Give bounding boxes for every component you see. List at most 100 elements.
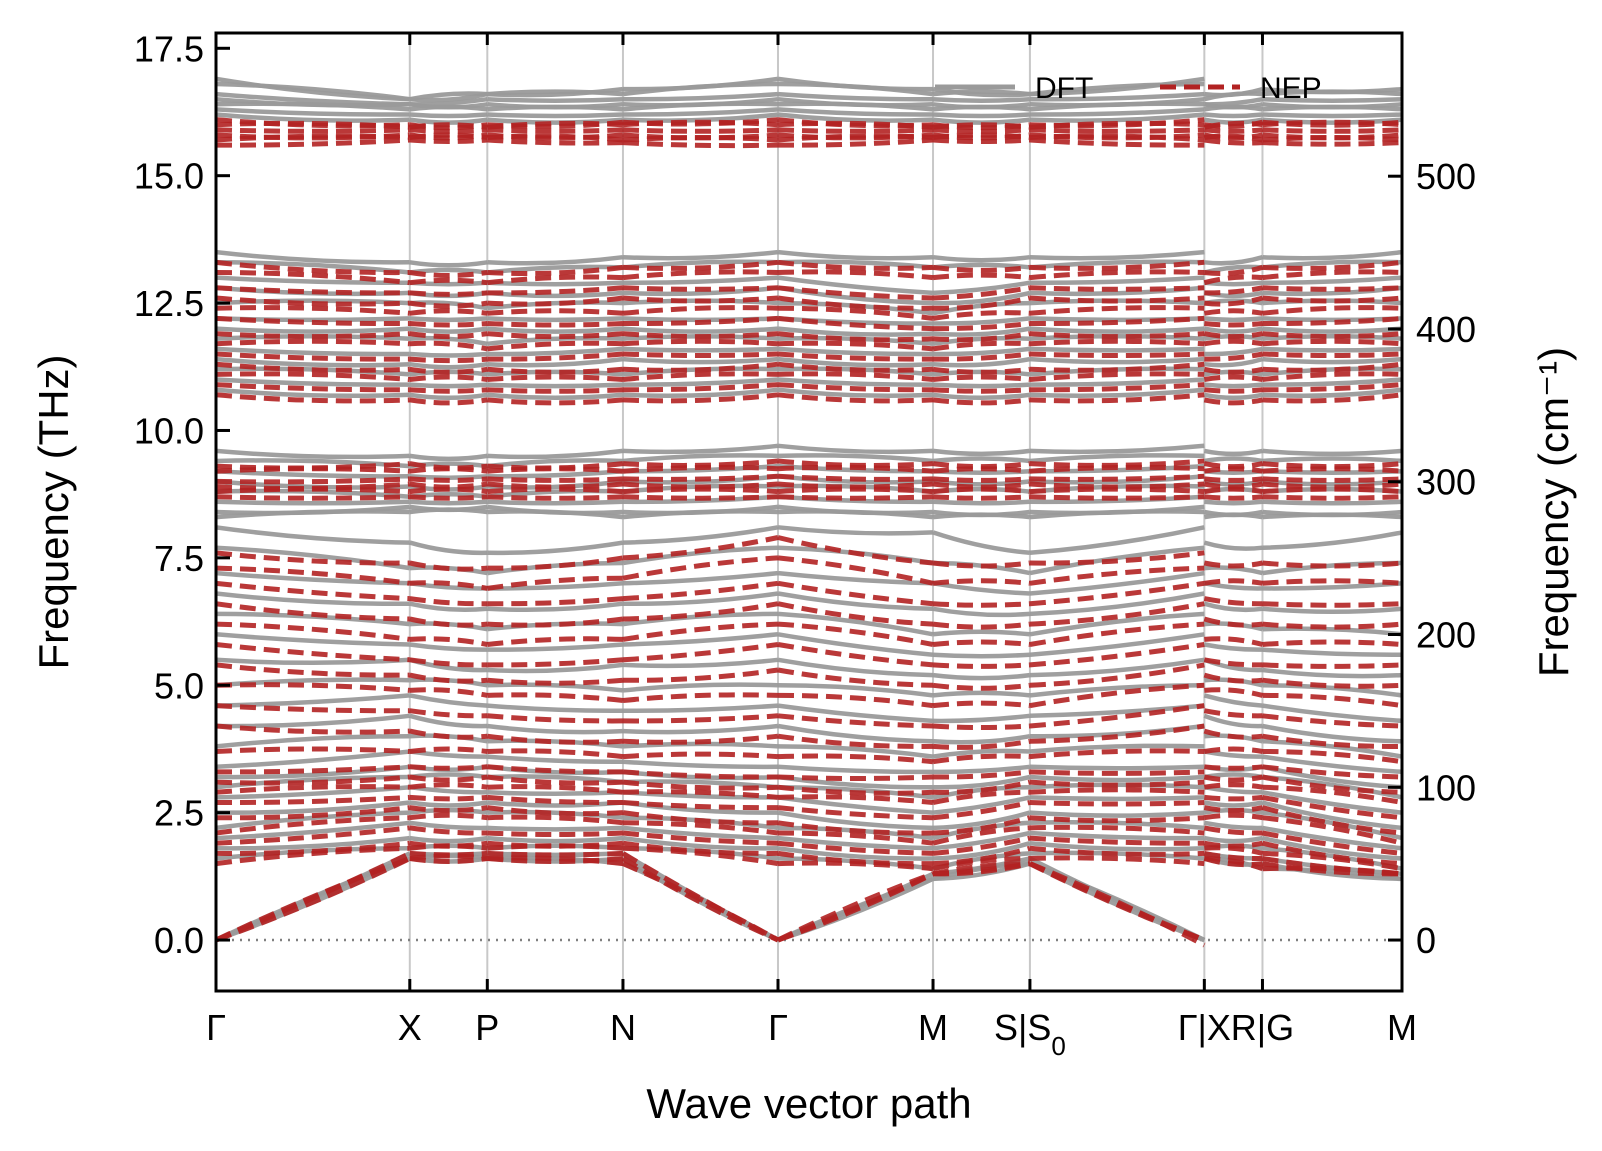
- band-line-nep: [1262, 794, 1402, 821]
- band-line-dft: [487, 96, 624, 103]
- band-line-nep: [1203, 774, 1264, 783]
- band-line-nep: [409, 616, 488, 628]
- band-line-nep: [932, 825, 1031, 846]
- band-line-nep: [409, 397, 488, 406]
- band-line-dft: [1262, 810, 1402, 841]
- band-line-nep: [1203, 397, 1264, 406]
- band-line-nep: [487, 127, 624, 134]
- band-line-nep: [1262, 578, 1402, 586]
- band-line-nep: [409, 825, 488, 836]
- band-line-dft: [1261, 800, 1402, 831]
- band-line-nep: [1262, 295, 1402, 304]
- band-line-nep: [932, 738, 1031, 750]
- band-line-nep: [622, 295, 779, 304]
- band-line-nep: [1203, 374, 1263, 382]
- band-line-dft: [487, 112, 624, 119]
- band-line-dft: [1029, 632, 1205, 657]
- band-line-dft: [487, 835, 624, 844]
- band-line-nep: [1262, 132, 1402, 141]
- band-line-nep: [409, 494, 488, 501]
- band-line-nep: [622, 371, 779, 382]
- band-line-nep: [487, 340, 624, 352]
- band-line-dft: [1204, 112, 1263, 119]
- band-line-nep: [409, 300, 488, 309]
- band-line-dft: [932, 346, 1031, 357]
- band-line-dft: [216, 657, 410, 666]
- band-line-nep: [216, 295, 410, 307]
- band-line-nep: [216, 270, 411, 286]
- band-line-dft: [487, 662, 624, 674]
- band-line-nep: [622, 692, 779, 703]
- band-line-nep: [622, 810, 779, 826]
- band-line-nep: [487, 374, 624, 382]
- band-line-dft: [1203, 601, 1263, 613]
- band-line-nep: [409, 764, 488, 771]
- band-line-nep: [1203, 486, 1263, 495]
- band-line-dft: [487, 346, 624, 357]
- band-line-nep: [409, 687, 488, 698]
- band-line-nep: [216, 137, 410, 148]
- band-line-dft: [1203, 91, 1263, 102]
- band-line-dft: [487, 540, 624, 556]
- band-line-nep: [1029, 815, 1205, 824]
- band-line-nep: [487, 830, 624, 837]
- band-line-dft: [932, 841, 1031, 861]
- band-line-dft: [1203, 835, 1263, 844]
- band-line-nep: [409, 122, 488, 130]
- band-line-dft: [1204, 316, 1263, 323]
- band-line-nep: [216, 285, 410, 296]
- band-line-dft: [487, 581, 624, 591]
- band-line-dft: [622, 525, 779, 545]
- band-line-dft: [487, 703, 624, 713]
- band-line-dft: [1029, 326, 1205, 334]
- band-line-dft: [1262, 723, 1402, 744]
- band-line-dft: [777, 275, 934, 296]
- band-line-dft: [1261, 835, 1402, 861]
- band-line-nep: [1029, 580, 1205, 607]
- band-line-dft: [622, 443, 779, 455]
- band-line-nep: [932, 476, 1031, 483]
- band-line-nep: [777, 535, 934, 566]
- band-line-nep: [1204, 476, 1263, 483]
- band-line-nep: [932, 494, 1031, 501]
- band-line-nep: [216, 259, 410, 276]
- band-line-nep: [1203, 466, 1263, 474]
- band-line-dft: [622, 316, 779, 323]
- band-line-nep: [409, 290, 488, 297]
- band-line-dft: [1203, 713, 1263, 729]
- band-line-dft: [409, 351, 488, 358]
- band-line-nep: [1262, 560, 1402, 569]
- band-line-nep: [216, 315, 410, 327]
- band-line-dft: [409, 713, 488, 729]
- band-line-dft: [1029, 453, 1205, 464]
- band-line-nep: [932, 621, 1031, 630]
- band-line-nep: [409, 486, 488, 495]
- band-line-nep: [777, 713, 934, 729]
- band-line-dft: [1262, 96, 1402, 103]
- band-line-nep: [622, 555, 779, 581]
- band-line-nep: [622, 830, 779, 846]
- band-line-nep: [932, 366, 1031, 375]
- band-line-dft: [409, 693, 488, 708]
- band-line-dft: [1203, 642, 1263, 652]
- band-line-nep: [1204, 794, 1263, 802]
- band-line-nep: [777, 295, 934, 311]
- band-line-nep: [216, 642, 410, 663]
- band-line-nep: [487, 840, 624, 849]
- band-line-nep: [216, 127, 410, 134]
- band-line-nep: [409, 636, 488, 647]
- legend-label-dft: DFT: [1035, 72, 1093, 105]
- band-line-dft: [1204, 346, 1263, 357]
- band-line-dft: [622, 453, 779, 464]
- band-line-dft: [1029, 377, 1205, 387]
- band-line-dft: [409, 820, 488, 831]
- band-line-dft: [409, 316, 488, 323]
- band-line-dft: [216, 356, 410, 368]
- band-line-nep: [409, 657, 488, 668]
- band-line-dft: [487, 104, 624, 112]
- band-line-nep: [622, 269, 779, 281]
- band-line-nep: [622, 486, 779, 495]
- band-line-nep: [1262, 331, 1402, 340]
- x-tick-label: N: [610, 1007, 636, 1048]
- band-line-nep: [932, 461, 1031, 470]
